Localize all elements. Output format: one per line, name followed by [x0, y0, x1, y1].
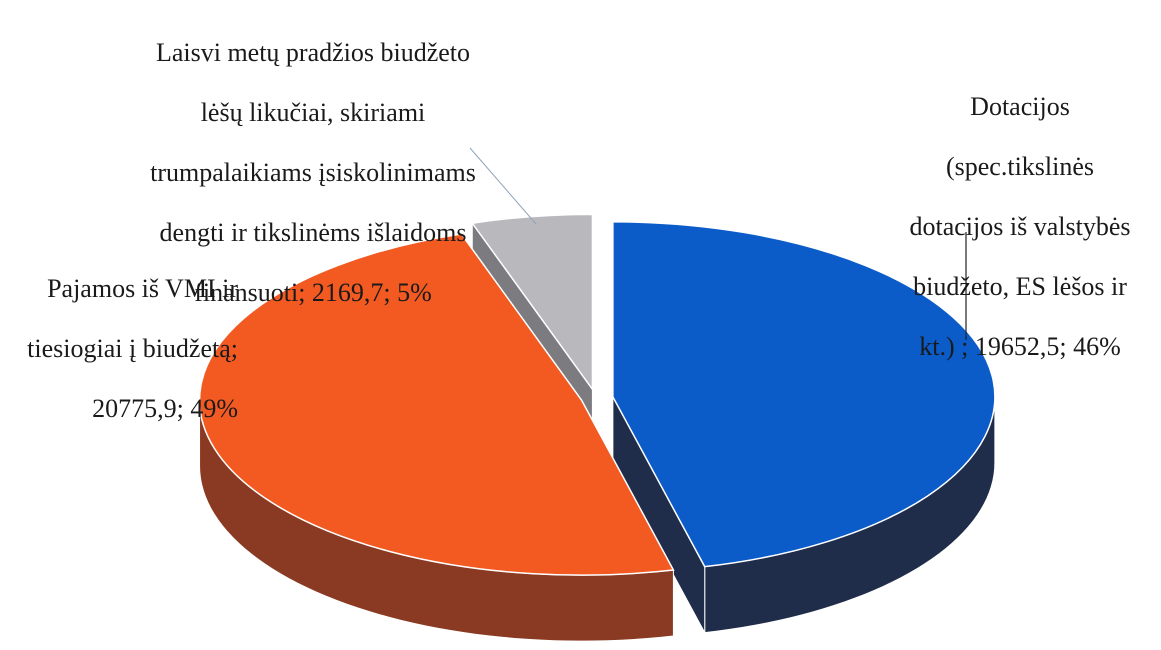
slice-label-line: dengti ir tikslinėms išlaidoms [159, 218, 467, 247]
slice-label-line: Pajamos iš VMI ir [47, 274, 238, 303]
pie-tops [198, 213, 996, 576]
leader-line-likuciai [469, 147, 537, 225]
slice-label-line: finansuoti; 2169,7; 5% [194, 278, 432, 307]
slice-label-line: Dotacijos [970, 92, 1070, 121]
slice-likuciai [470, 213, 594, 392]
slice-label-line: biudžeto, ES lėšos ir [913, 272, 1127, 301]
slice-label-dotacijos: Dotacijos (spec.tikslinės dotacijos iš v… [900, 62, 1140, 392]
slice-pajamos [198, 233, 675, 576]
slice-label-pajamos: Pajamos iš VMI ir tiesiogiai į biudžetą;… [8, 244, 238, 454]
slice-label-line: Laisvi metų pradžios biudžeto [155, 38, 471, 67]
slice-dotacijos [612, 221, 996, 568]
slice-label-likuciai: Laisvi metų pradžios biudžeto lėšų likuč… [128, 8, 498, 338]
slice-label-line: 20775,9; 49% [92, 394, 238, 423]
slice-label-line: (spec.tikslinės [945, 152, 1095, 181]
leader-lines [469, 147, 967, 340]
slice-label-line: tiesiogiai į biudžetą; [27, 334, 238, 363]
slice-label-line: dotacijos iš valstybės [909, 212, 1131, 241]
slice-label-line: lėšų likučiai, skiriami [200, 98, 426, 127]
slice-label-line: trumpalaikiams įsiskolinimams [150, 158, 476, 187]
slice-label-line: kt.) ; 19652,5; 46% [919, 332, 1121, 361]
